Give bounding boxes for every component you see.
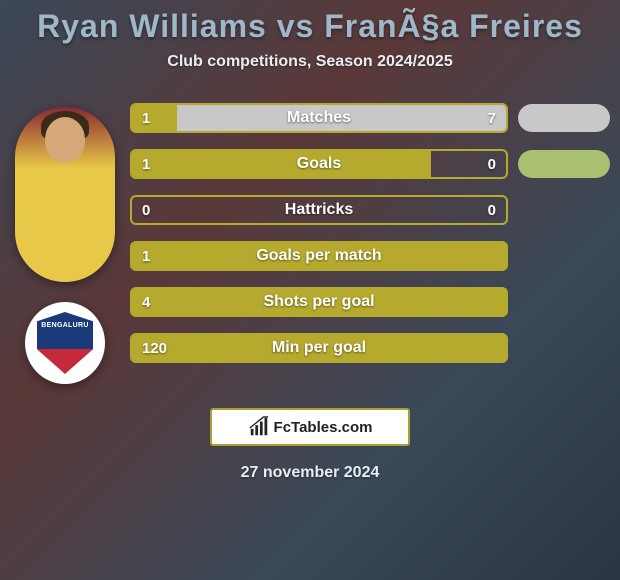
stat-bar: 4 Shots per goal xyxy=(130,287,508,317)
stat-value-left: 0 xyxy=(142,202,150,219)
stat-label: Shots per goal xyxy=(263,293,374,311)
stat-value-right: 0 xyxy=(488,156,496,173)
brand-text: FcTables.com xyxy=(274,419,373,436)
left-column: BENGALURU xyxy=(10,99,120,384)
club-badge: BENGALURU xyxy=(25,302,105,384)
stat-pill xyxy=(518,150,610,178)
stat-bar: 0 0 Hattricks xyxy=(130,195,508,225)
footer-area: FcTables.com 27 november 2024 xyxy=(10,408,610,482)
page-title: Ryan Williams vs FranÃ§a Freires xyxy=(10,8,610,45)
stat-value-left: 4 xyxy=(142,294,150,311)
stat-label: Hattricks xyxy=(285,201,353,219)
infographic-container: Ryan Williams vs FranÃ§a Freires Club co… xyxy=(0,0,620,580)
player-head-shape xyxy=(45,117,85,162)
badge-shield: BENGALURU xyxy=(37,312,93,374)
stat-value-left: 120 xyxy=(142,340,167,357)
stat-label: Goals per match xyxy=(256,247,381,265)
badge-text: BENGALURU xyxy=(41,322,88,329)
stat-value-left: 1 xyxy=(142,248,150,265)
main-area: BENGALURU 1 7 Matches 1 0 Goals 0 0 Hattricks 1 Go… xyxy=(10,99,610,384)
date-text: 27 november 2024 xyxy=(241,464,380,482)
stat-label: Goals xyxy=(297,155,341,173)
stat-row: 120 Min per goal xyxy=(130,333,610,363)
stat-value-right: 0 xyxy=(488,202,496,219)
stat-bar: 1 Goals per match xyxy=(130,241,508,271)
stat-row: 0 0 Hattricks xyxy=(130,195,610,225)
bar-fill-left xyxy=(132,151,431,177)
stat-label: Min per goal xyxy=(272,339,366,357)
stat-bar: 1 7 Matches xyxy=(130,103,508,133)
stat-row: 1 Goals per match xyxy=(130,241,610,271)
stat-value-right: 7 xyxy=(488,110,496,127)
subtitle: Club competitions, Season 2024/2025 xyxy=(10,53,610,71)
stat-bar: 120 Min per goal xyxy=(130,333,508,363)
brand-box[interactable]: FcTables.com xyxy=(210,408,410,446)
stat-label: Matches xyxy=(287,109,351,127)
stat-row: 1 0 Goals xyxy=(130,149,610,179)
stat-value-left: 1 xyxy=(142,156,150,173)
stat-value-left: 1 xyxy=(142,110,150,127)
chart-icon xyxy=(248,416,270,438)
stat-row: 1 7 Matches xyxy=(130,103,610,133)
player-photo xyxy=(15,107,115,282)
stats-column: 1 7 Matches 1 0 Goals 0 0 Hattricks 1 Goals per ma… xyxy=(130,99,610,363)
stat-row: 4 Shots per goal xyxy=(130,287,610,317)
bar-fill-left xyxy=(132,105,177,131)
stat-pill xyxy=(518,104,610,132)
stat-bar: 1 0 Goals xyxy=(130,149,508,179)
